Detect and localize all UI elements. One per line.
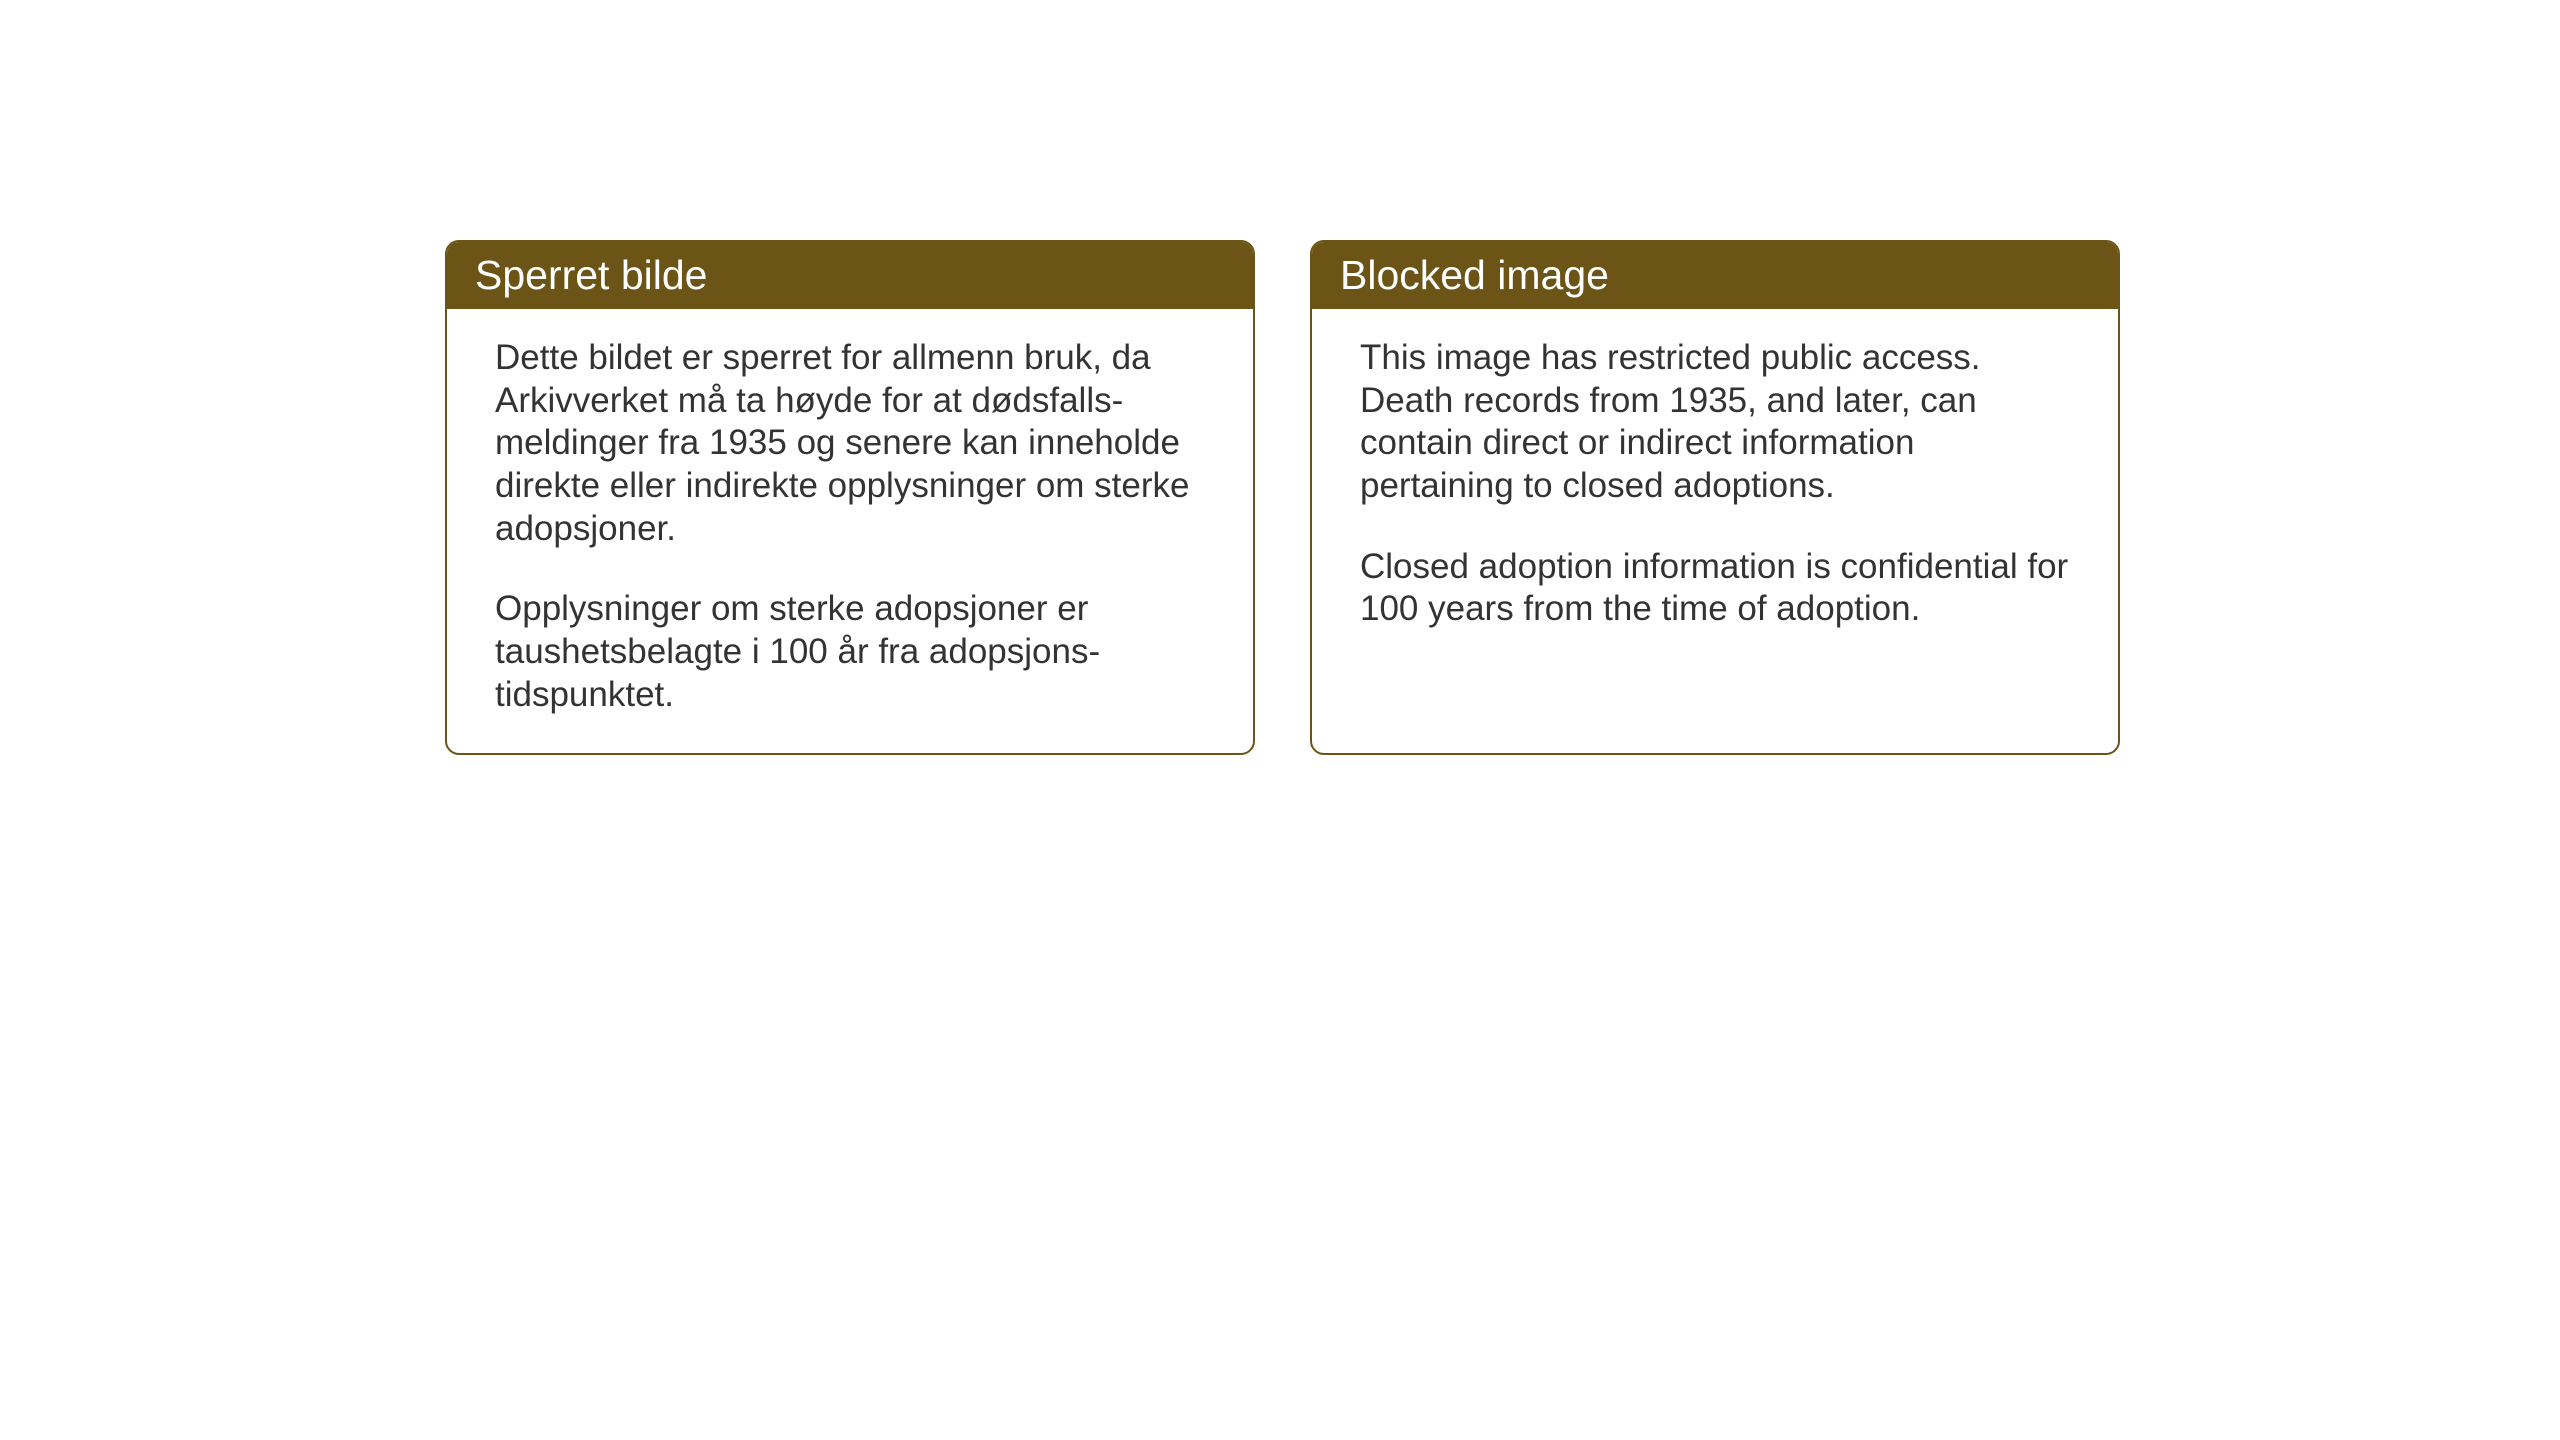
norwegian-notice-card: Sperret bilde Dette bildet er sperret fo… [445,240,1255,755]
norwegian-card-body: Dette bildet er sperret for allmenn bruk… [447,309,1253,753]
english-card-body: This image has restricted public access.… [1312,309,2118,667]
english-paragraph-1: This image has restricted public access.… [1360,337,2070,508]
english-card-header: Blocked image [1312,242,2118,309]
norwegian-paragraph-2: Opplysninger om sterke adopsjoner er tau… [495,588,1205,716]
notice-container: Sperret bilde Dette bildet er sperret fo… [445,240,2120,755]
norwegian-paragraph-1: Dette bildet er sperret for allmenn bruk… [495,337,1205,550]
english-paragraph-2: Closed adoption information is confident… [1360,546,2070,631]
norwegian-card-header: Sperret bilde [447,242,1253,309]
norwegian-card-title: Sperret bilde [475,252,707,298]
english-card-title: Blocked image [1340,252,1609,298]
english-notice-card: Blocked image This image has restricted … [1310,240,2120,755]
